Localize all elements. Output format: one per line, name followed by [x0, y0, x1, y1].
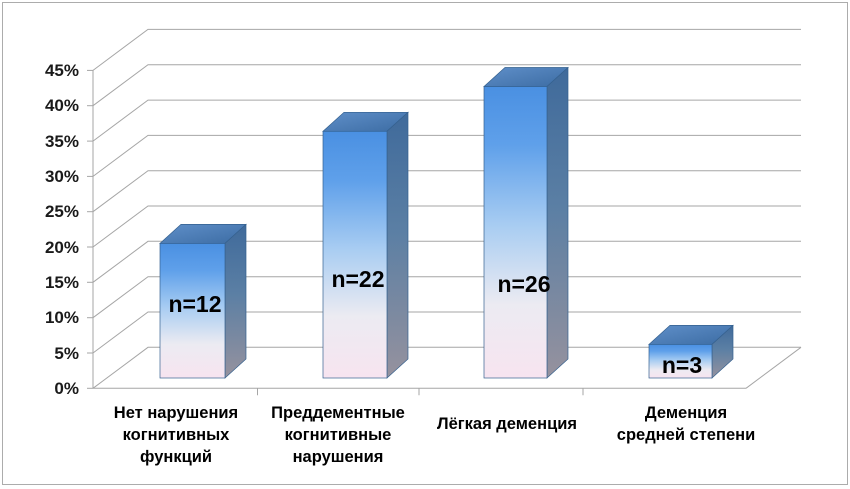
svg-text:средней степени: средней степени [617, 426, 755, 444]
svg-text:функций: функций [140, 448, 212, 466]
svg-text:0%: 0% [54, 379, 79, 398]
svg-text:n=22: n=22 [331, 266, 384, 292]
svg-text:5%: 5% [54, 344, 79, 363]
svg-text:15%: 15% [45, 273, 79, 292]
svg-text:n=12: n=12 [168, 291, 221, 317]
svg-text:40%: 40% [45, 96, 79, 115]
svg-text:когнитивных: когнитивных [123, 426, 231, 444]
svg-text:Нет нарушения: Нет нарушения [114, 404, 238, 422]
svg-text:Лёгкая деменция: Лёгкая деменция [437, 415, 577, 433]
svg-text:n=26: n=26 [497, 271, 550, 297]
svg-text:45%: 45% [45, 61, 79, 80]
svg-text:Преддементные: Преддементные [271, 404, 405, 422]
svg-text:когнитивные: когнитивные [285, 426, 392, 444]
svg-text:25%: 25% [45, 202, 79, 221]
svg-text:35%: 35% [45, 132, 79, 151]
svg-text:30%: 30% [45, 167, 79, 186]
svg-text:Деменция: Деменция [645, 404, 727, 422]
svg-text:нарушения: нарушения [293, 448, 384, 466]
svg-text:10%: 10% [45, 308, 79, 327]
svg-text:n=3: n=3 [662, 352, 702, 378]
svg-text:20%: 20% [45, 238, 79, 257]
